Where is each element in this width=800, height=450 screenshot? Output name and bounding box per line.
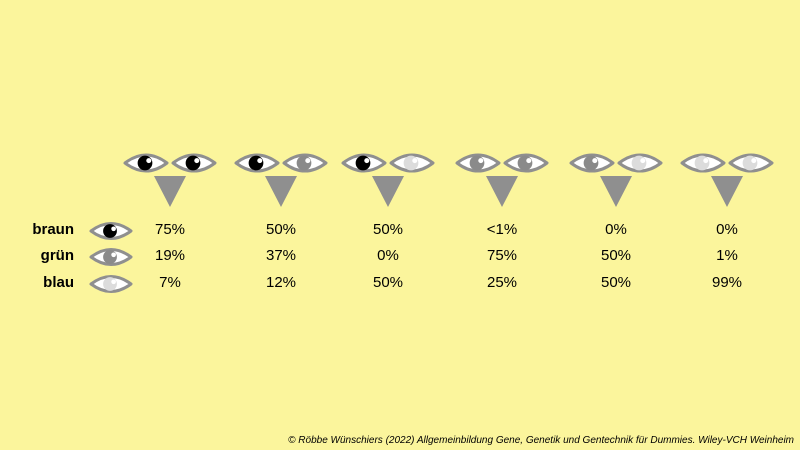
parent-eye-pair xyxy=(455,153,549,173)
row-label-blau: blau xyxy=(43,274,74,291)
parent-eye-pair xyxy=(341,153,435,173)
brown-eye-icon xyxy=(234,153,280,173)
percentage-braun: 0% xyxy=(716,221,738,238)
green-eye-icon xyxy=(503,153,549,173)
percentage-gruen: 0% xyxy=(377,247,399,264)
percentage-braun: <1% xyxy=(486,221,518,238)
percentage-gruen: 37% xyxy=(265,247,297,264)
row-label-braun: braun xyxy=(32,221,74,238)
percentage-blau: 12% xyxy=(265,274,297,291)
green-eye-icon xyxy=(569,153,615,173)
brown-eye-icon xyxy=(123,153,169,173)
blue-eye-icon xyxy=(728,153,774,173)
percentage-braun: 50% xyxy=(372,221,404,238)
parent-eye-pair xyxy=(123,153,217,173)
row-label-gruen: grün xyxy=(40,247,74,264)
down-arrow-icon xyxy=(372,176,404,207)
down-arrow-icon xyxy=(600,176,632,207)
brown-eye-icon xyxy=(341,153,387,173)
blue-eye-icon xyxy=(89,275,133,293)
brown-eye-icon xyxy=(89,222,133,240)
green-eye-icon xyxy=(282,153,328,173)
green-eye-icon xyxy=(455,153,501,173)
down-arrow-icon xyxy=(486,176,518,207)
blue-eye-icon xyxy=(389,153,435,173)
brown-eye-icon xyxy=(171,153,217,173)
down-arrow-icon xyxy=(154,176,186,207)
percentage-gruen: 1% xyxy=(716,247,738,264)
percentage-gruen: 50% xyxy=(600,247,632,264)
down-arrow-icon xyxy=(265,176,297,207)
parent-eye-pair xyxy=(680,153,774,173)
blue-eye-icon xyxy=(680,153,726,173)
copyright-credit: © Röbbe Wünschiers (2022) Allgemeinbildu… xyxy=(288,435,794,446)
parent-eye-pair xyxy=(569,153,663,173)
parent-eye-pair xyxy=(234,153,328,173)
green-eye-icon xyxy=(89,248,133,266)
percentage-blau: 50% xyxy=(600,274,632,291)
percentage-blau: 50% xyxy=(372,274,404,291)
percentage-braun: 50% xyxy=(265,221,297,238)
blue-eye-icon xyxy=(617,153,663,173)
percentage-braun: 75% xyxy=(154,221,186,238)
percentage-gruen: 75% xyxy=(486,247,518,264)
down-arrow-icon xyxy=(711,176,743,207)
percentage-braun: 0% xyxy=(605,221,627,238)
percentage-blau: 7% xyxy=(159,274,181,291)
percentage-blau: 99% xyxy=(711,274,743,291)
percentage-blau: 25% xyxy=(486,274,518,291)
percentage-gruen: 19% xyxy=(154,247,186,264)
